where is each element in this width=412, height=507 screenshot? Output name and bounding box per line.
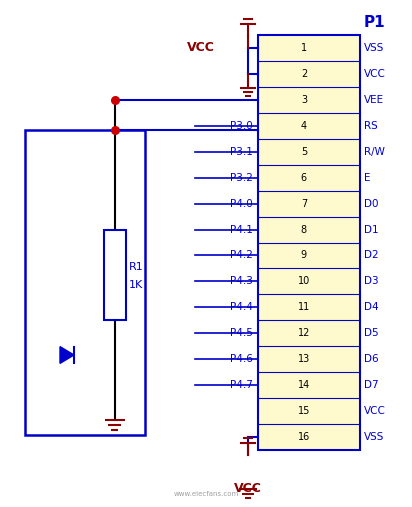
Text: VCC: VCC: [364, 69, 386, 79]
Text: VSS: VSS: [364, 432, 384, 442]
Text: D4: D4: [364, 302, 379, 312]
Text: P3.0: P3.0: [230, 121, 253, 131]
Text: P3.1: P3.1: [230, 147, 253, 157]
Text: VCC: VCC: [364, 406, 386, 416]
Text: P4.6: P4.6: [230, 354, 253, 364]
Text: P4.4: P4.4: [230, 302, 253, 312]
Text: VSS: VSS: [364, 43, 384, 53]
Text: 3: 3: [301, 95, 307, 105]
Text: P1: P1: [364, 15, 386, 30]
Text: 7: 7: [301, 199, 307, 208]
Text: P4.3: P4.3: [230, 276, 253, 286]
Text: D1: D1: [364, 225, 379, 235]
Text: 15: 15: [298, 406, 310, 416]
Text: D6: D6: [364, 354, 379, 364]
Text: 11: 11: [298, 302, 310, 312]
Text: 4: 4: [301, 121, 307, 131]
Text: 2: 2: [301, 69, 307, 79]
Text: R1: R1: [129, 262, 144, 272]
Text: P4.0: P4.0: [230, 199, 253, 208]
Polygon shape: [60, 347, 74, 364]
Bar: [25, 130, 145, 435]
Text: 1K: 1K: [129, 280, 143, 290]
Text: VCC: VCC: [187, 42, 215, 54]
Text: P4.5: P4.5: [230, 328, 253, 338]
Text: D3: D3: [364, 276, 379, 286]
Text: 14: 14: [298, 380, 310, 390]
Text: E: E: [364, 173, 370, 183]
Text: www.elecfans.com: www.elecfans.com: [173, 491, 239, 497]
Text: D7: D7: [364, 380, 379, 390]
Text: 1: 1: [301, 43, 307, 53]
Bar: [104, 230, 126, 320]
Bar: [258, 35, 360, 450]
Text: D0: D0: [364, 199, 379, 208]
Text: P4.2: P4.2: [230, 250, 253, 261]
Text: 5: 5: [301, 147, 307, 157]
Text: P4.7: P4.7: [230, 380, 253, 390]
Text: 12: 12: [298, 328, 310, 338]
Text: 10: 10: [298, 276, 310, 286]
Text: 8: 8: [301, 225, 307, 235]
Text: 16: 16: [298, 432, 310, 442]
Text: VEE: VEE: [364, 95, 384, 105]
Text: D5: D5: [364, 328, 379, 338]
Text: 13: 13: [298, 354, 310, 364]
Text: P4.1: P4.1: [230, 225, 253, 235]
Text: R/W: R/W: [364, 147, 385, 157]
Text: VCC: VCC: [234, 482, 262, 495]
Text: 6: 6: [301, 173, 307, 183]
Text: D2: D2: [364, 250, 379, 261]
Text: 9: 9: [301, 250, 307, 261]
Text: RS: RS: [364, 121, 378, 131]
Text: P3.2: P3.2: [230, 173, 253, 183]
